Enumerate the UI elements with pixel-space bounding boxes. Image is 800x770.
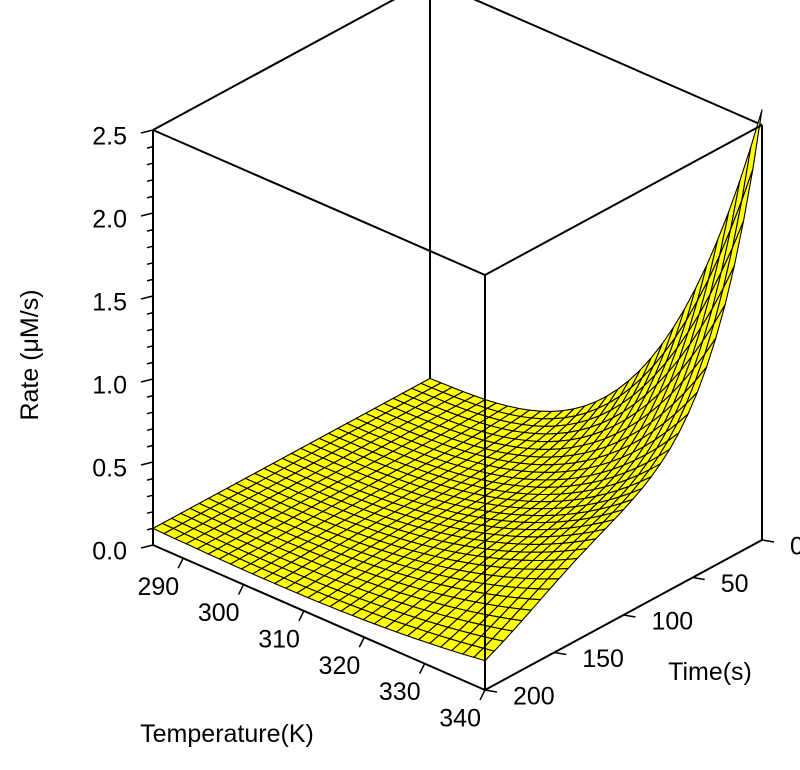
rate-minor-tick (146, 394, 154, 398)
rate-tick-label: 0.0 (92, 538, 127, 566)
rate-tick (140, 212, 154, 217)
rate-minor-tick (146, 245, 154, 249)
rate-minor-tick (146, 145, 154, 149)
time-tick (554, 651, 567, 656)
temperature-tick (298, 610, 305, 622)
temperature-tick-label: 310 (258, 626, 300, 654)
rate-minor-tick (146, 511, 154, 515)
surface (152, 109, 763, 662)
rate-minor-tick (146, 162, 154, 166)
rate-minor-tick (146, 444, 154, 448)
temperature-tick (358, 636, 365, 648)
time-tick-label: 50 (721, 570, 749, 598)
time-tick (484, 689, 498, 693)
z-axis-label: Rate (μM/s) (16, 289, 44, 420)
rate-minor-tick (146, 228, 154, 232)
temperature-tick (177, 557, 184, 569)
temperature-tick (479, 689, 486, 701)
rate-tick-label: 2.0 (92, 206, 127, 234)
temperature-tick-label: 320 (319, 652, 361, 680)
rate-minor-tick (146, 328, 154, 332)
rate-minor-tick (146, 494, 154, 498)
axis-ticks: 0.0 0.5 1.0 1.5 2.0 2.5 290 300 310 320 330 340 0 50 1… (92, 123, 800, 733)
rate-minor-tick (146, 179, 154, 183)
time-tick (761, 539, 775, 543)
frame-edge (152, 129, 486, 276)
time-tick (623, 614, 636, 618)
time-tick-label: 150 (582, 645, 624, 673)
temperature-tick (418, 663, 426, 674)
rate-minor-tick (146, 411, 154, 415)
frame-edge (473, 0, 763, 126)
rate-minor-tick (146, 278, 154, 282)
rate-minor-tick (146, 527, 154, 531)
temperature-tick (237, 584, 245, 595)
rate-tick-label: 2.5 (92, 123, 127, 151)
back-frame (152, 0, 763, 395)
rate-tick (140, 461, 154, 466)
rate-tick-label: 1.5 (92, 289, 127, 317)
temperature-tick-label: 340 (439, 705, 481, 733)
rate-minor-tick (146, 311, 154, 315)
frame-edge (484, 124, 763, 276)
rate-minor-tick (146, 477, 154, 481)
rate-tick (140, 295, 154, 300)
temperature-tick-label: 330 (379, 678, 421, 706)
time-tick (692, 576, 705, 581)
rate-tick (140, 544, 154, 549)
time-tick-label: 100 (652, 608, 694, 636)
rate-minor-tick (146, 262, 154, 266)
rate-minor-tick (146, 428, 154, 432)
temperature-tick-label: 290 (137, 573, 179, 601)
temperature-tick-label: 300 (198, 599, 240, 627)
time-tick-label: 0 (790, 533, 800, 561)
rate-minor-tick (146, 361, 154, 365)
time-tick-label: 200 (513, 683, 555, 711)
rate-minor-tick (146, 345, 154, 349)
rate-tick-label: 1.0 (92, 372, 127, 400)
rate-tick (140, 129, 154, 134)
rate-tick-label: 0.5 (92, 455, 127, 483)
rate-minor-tick (146, 195, 154, 199)
frame-edge (152, 544, 486, 691)
y-axis-label: Time(s) (668, 658, 752, 686)
rate-tick (140, 378, 154, 383)
front-frame (152, 124, 763, 691)
x-axis-label: Temperature(K) (140, 720, 314, 748)
surface-cell (741, 109, 763, 202)
frame-edge (152, 0, 396, 131)
